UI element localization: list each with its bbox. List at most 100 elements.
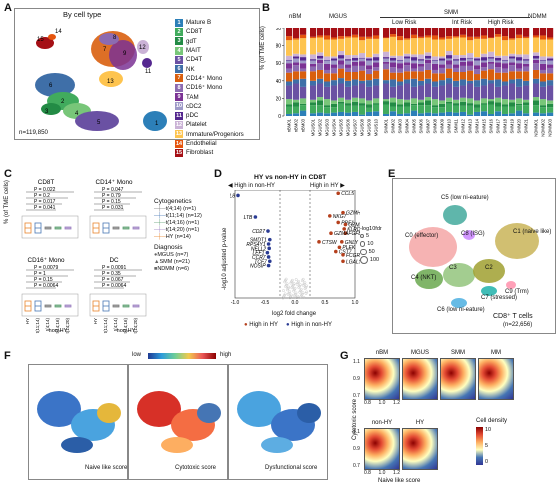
bar-segment xyxy=(418,36,425,39)
bar-segment xyxy=(397,81,404,86)
bar-segment xyxy=(540,86,547,100)
bar-segment xyxy=(502,99,509,105)
gene-point xyxy=(334,249,338,254)
ns-point xyxy=(288,290,292,294)
bar-segment xyxy=(418,113,425,116)
legend-swatch: 3 xyxy=(175,37,183,46)
density-heatmap xyxy=(364,428,400,470)
bar-segment xyxy=(432,105,439,108)
bar-segment xyxy=(523,71,530,81)
bar-segment xyxy=(345,37,352,56)
bar-segment xyxy=(467,36,474,41)
bar-segment xyxy=(540,39,547,57)
cyto-left-blob xyxy=(137,391,181,427)
bar-segment xyxy=(474,60,481,66)
density-tile: HY xyxy=(402,420,438,478)
bar-segment xyxy=(317,59,324,64)
gene-point xyxy=(336,220,340,225)
bar-segment xyxy=(366,36,373,39)
bar-segment xyxy=(488,83,495,100)
sample-label: MGUS05 xyxy=(339,118,344,136)
bar-segment xyxy=(331,73,338,81)
bar-segment xyxy=(488,113,495,116)
gene-point xyxy=(253,215,258,219)
bar-segment xyxy=(366,57,373,59)
sample-label: SMM10 xyxy=(447,118,452,133)
bar-segment xyxy=(425,59,432,64)
p-value: P = 0.031 xyxy=(102,205,124,211)
gene-label: GNLY xyxy=(345,240,359,246)
bar-segment xyxy=(509,28,516,39)
diagnosis-item: ● MGUS (n=7) xyxy=(154,251,202,258)
bar-segment xyxy=(467,40,474,54)
bar-segment xyxy=(293,65,300,72)
panel-b-ylabel-text: % (of TME cells) xyxy=(260,26,266,70)
stacked-bar-chart: 020406080100nBM01nBM02nBM03MGUS01MGUS02M… xyxy=(276,28,554,137)
size-legend-items: 5 10 50 100 xyxy=(360,232,382,264)
ns-point xyxy=(284,279,287,282)
dys-right-blob xyxy=(297,403,321,423)
bar-segment xyxy=(495,111,502,116)
bar-segment xyxy=(286,81,293,86)
density-tick-high: 10 xyxy=(485,427,492,433)
naive-like-map xyxy=(37,391,121,453)
bar-segment xyxy=(509,102,516,107)
bar-segment xyxy=(502,28,509,37)
bar-segment xyxy=(418,66,425,72)
cyto-swatch: ─┼─ xyxy=(154,205,166,212)
size-circle xyxy=(360,248,367,256)
bar-segment xyxy=(547,58,554,61)
bar-segment xyxy=(446,28,453,37)
bar-segment xyxy=(390,79,397,87)
cluster-label-13: 13 xyxy=(107,79,114,85)
size-legend-item: 50 xyxy=(360,248,382,256)
p-value: P = 0.047 xyxy=(102,187,124,193)
bar-segment xyxy=(474,80,481,87)
bar-segment xyxy=(397,68,404,73)
bar-segment xyxy=(390,111,397,116)
p-value: P = 0.041 xyxy=(34,205,56,211)
bar-segment xyxy=(411,34,418,39)
sample-label: nBM02 xyxy=(294,118,299,132)
cluster-label-9: 9 xyxy=(123,51,127,57)
cytogenetics-items: ─┼─ t(4;14) (n=1) ─┼─ t(11;14) (n=12) ─┼─ … xyxy=(154,205,202,240)
bar-segment xyxy=(495,28,502,35)
sample-label: SMM17 xyxy=(496,118,501,133)
diagnosis-shape: ■ xyxy=(154,265,158,272)
ns-point xyxy=(292,289,295,293)
bar-segment xyxy=(397,72,404,82)
density-y-ticks: 1.1 0.9 0.7 xyxy=(353,359,360,399)
bar-segment xyxy=(502,55,509,60)
x-tick-label: t(4;14) xyxy=(45,318,50,332)
bar-segment xyxy=(331,107,338,113)
bar-segment xyxy=(345,80,352,87)
bar-segment xyxy=(516,105,523,111)
bar-SMM02 xyxy=(390,28,397,116)
bar-segment xyxy=(523,59,530,61)
p-value: P = 0.0079 xyxy=(34,265,58,271)
bar-SMM16 xyxy=(488,28,495,116)
bar-MGUS06 xyxy=(345,28,352,116)
ns-point xyxy=(299,289,302,293)
bar-segment xyxy=(300,34,307,39)
gene-label: RPS4Y1 xyxy=(246,242,265,248)
bar-segment xyxy=(547,73,554,81)
sample-label: SMM09 xyxy=(440,118,445,133)
x-tick: 1.0 xyxy=(378,400,386,406)
bar-segment xyxy=(495,67,502,73)
cytogenetics-legend: Cytogenetics ─┼─ t(4;14) (n=1) ─┼─ t(11;1… xyxy=(154,198,202,272)
bar-segment xyxy=(373,35,380,39)
bar-segment xyxy=(547,28,554,38)
bar-segment xyxy=(481,38,488,54)
bar-segment xyxy=(359,114,366,116)
bar-segment xyxy=(439,80,446,86)
gene-label: CST7 xyxy=(339,250,352,256)
bar-segment xyxy=(310,63,317,67)
y-tick-label: 80 xyxy=(276,44,281,50)
bar-segment xyxy=(300,60,307,64)
bar-segment xyxy=(432,81,439,87)
legend-label: NK xyxy=(186,65,195,73)
density-title: Cell density xyxy=(476,418,508,424)
bar-segment xyxy=(488,101,495,105)
bar-segment xyxy=(373,85,380,99)
